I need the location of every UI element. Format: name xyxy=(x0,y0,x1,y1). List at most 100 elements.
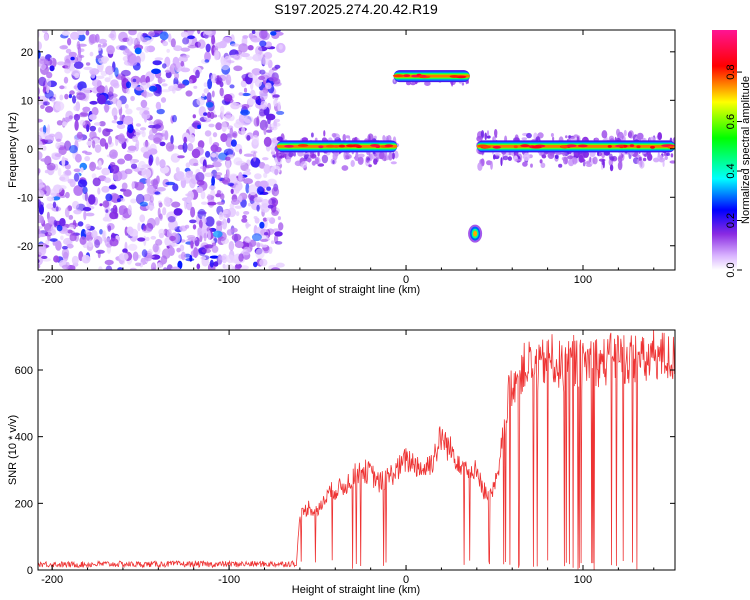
noise-blob xyxy=(41,145,47,151)
noise-blob xyxy=(193,85,198,89)
noise-blob xyxy=(102,128,111,137)
noise-blob xyxy=(168,246,175,256)
noise-blob xyxy=(79,236,87,245)
noise-blob xyxy=(253,196,264,203)
noise-blob xyxy=(187,143,194,152)
colorbar: 0.0 0.2 0.4 0.6 0.8 Normalized spectral ampl… xyxy=(712,30,750,278)
noise-blob xyxy=(277,101,281,112)
echo-cell xyxy=(394,152,399,159)
noise-blob xyxy=(238,92,244,96)
noise-blob xyxy=(196,97,205,106)
noise-blob xyxy=(263,127,267,136)
noise-blob xyxy=(180,61,185,67)
noise-blob xyxy=(203,88,209,94)
noise-blob xyxy=(155,156,160,166)
noise-blob xyxy=(226,217,231,224)
echo-cell xyxy=(379,151,385,160)
noise-blob xyxy=(150,262,157,270)
noise-blob xyxy=(110,79,119,87)
noise-blob xyxy=(216,220,222,227)
noise-blob xyxy=(65,48,72,54)
noise-blob xyxy=(159,159,166,169)
noise-blob xyxy=(170,135,174,145)
snr-xlabel: Height of straight line (km) xyxy=(292,584,420,596)
noise-blob xyxy=(259,30,268,40)
noise-blob xyxy=(251,30,256,35)
x-tick-label: 0 xyxy=(403,574,409,586)
x-tick-label: 100 xyxy=(574,574,592,586)
noise-blob xyxy=(124,153,133,161)
noise-blob xyxy=(235,184,240,194)
noise-blob xyxy=(38,49,41,60)
noise-blob xyxy=(225,156,231,161)
noise-blob xyxy=(73,185,84,196)
noise-blob xyxy=(45,78,52,90)
noise-blob xyxy=(38,225,43,230)
noise-blob xyxy=(61,247,70,259)
noise-blob xyxy=(169,235,176,242)
echo-cell xyxy=(558,163,563,168)
noise-blob xyxy=(38,76,47,87)
noise-blob xyxy=(172,86,176,94)
echo-cell xyxy=(306,157,312,163)
noise-blob xyxy=(74,119,79,131)
echo-cell xyxy=(577,144,588,148)
noise-blob xyxy=(209,259,214,268)
noise-blob xyxy=(268,199,272,205)
noise-blob xyxy=(266,186,271,191)
noise-blob xyxy=(99,203,103,207)
noise-blob xyxy=(225,136,233,148)
echo-cell xyxy=(477,162,483,171)
noise-blob xyxy=(219,193,225,200)
noise-blob xyxy=(123,189,132,197)
echo-cell xyxy=(315,158,319,165)
noise-blob xyxy=(270,240,275,244)
noise-blob xyxy=(89,34,98,44)
echo-cell xyxy=(345,135,351,139)
y-tick-label: 400 xyxy=(15,432,33,444)
echo-cell xyxy=(403,74,411,77)
noise-blob xyxy=(91,173,97,179)
noise-blob xyxy=(242,92,251,97)
noise-blob xyxy=(56,61,66,66)
noise-blob xyxy=(192,224,197,230)
noise-blob xyxy=(94,239,100,249)
echo-cell xyxy=(522,161,528,167)
noise-blob xyxy=(106,45,115,55)
noise-blob xyxy=(278,222,284,231)
noise-blob xyxy=(84,151,93,156)
noise-blob xyxy=(101,167,111,176)
noise-blob xyxy=(38,172,40,176)
x-tick-label: 100 xyxy=(574,274,592,286)
noise-blob xyxy=(170,153,181,163)
noise-blob xyxy=(55,240,62,251)
noise-blob xyxy=(164,130,169,141)
noise-blob xyxy=(134,181,145,191)
echo-cell xyxy=(584,161,591,165)
noise-blob xyxy=(213,230,223,238)
noise-blob xyxy=(45,135,53,140)
noise-blob xyxy=(258,180,269,189)
noise-blob xyxy=(62,121,68,127)
noise-blob xyxy=(119,252,129,261)
noise-blob xyxy=(173,45,183,52)
noise-blob xyxy=(116,99,122,110)
colorbar-tick-label: 0.6 xyxy=(725,114,737,129)
noise-blob xyxy=(73,173,80,182)
echo-cell xyxy=(300,161,308,169)
noise-blob xyxy=(185,170,193,178)
echo-cell xyxy=(311,132,314,138)
noise-blob xyxy=(71,69,81,77)
noise-blob xyxy=(258,75,266,81)
noise-blob xyxy=(210,153,217,158)
noise-blob xyxy=(264,41,272,48)
noise-blob xyxy=(124,103,129,109)
noise-blob xyxy=(276,110,285,115)
echo-cell xyxy=(384,144,394,148)
noise-blob xyxy=(69,233,77,242)
noise-blob xyxy=(119,198,126,202)
echo-cell xyxy=(325,144,336,148)
noise-blob xyxy=(245,183,250,194)
noise-blob xyxy=(256,242,261,248)
echo-cell xyxy=(418,75,424,78)
